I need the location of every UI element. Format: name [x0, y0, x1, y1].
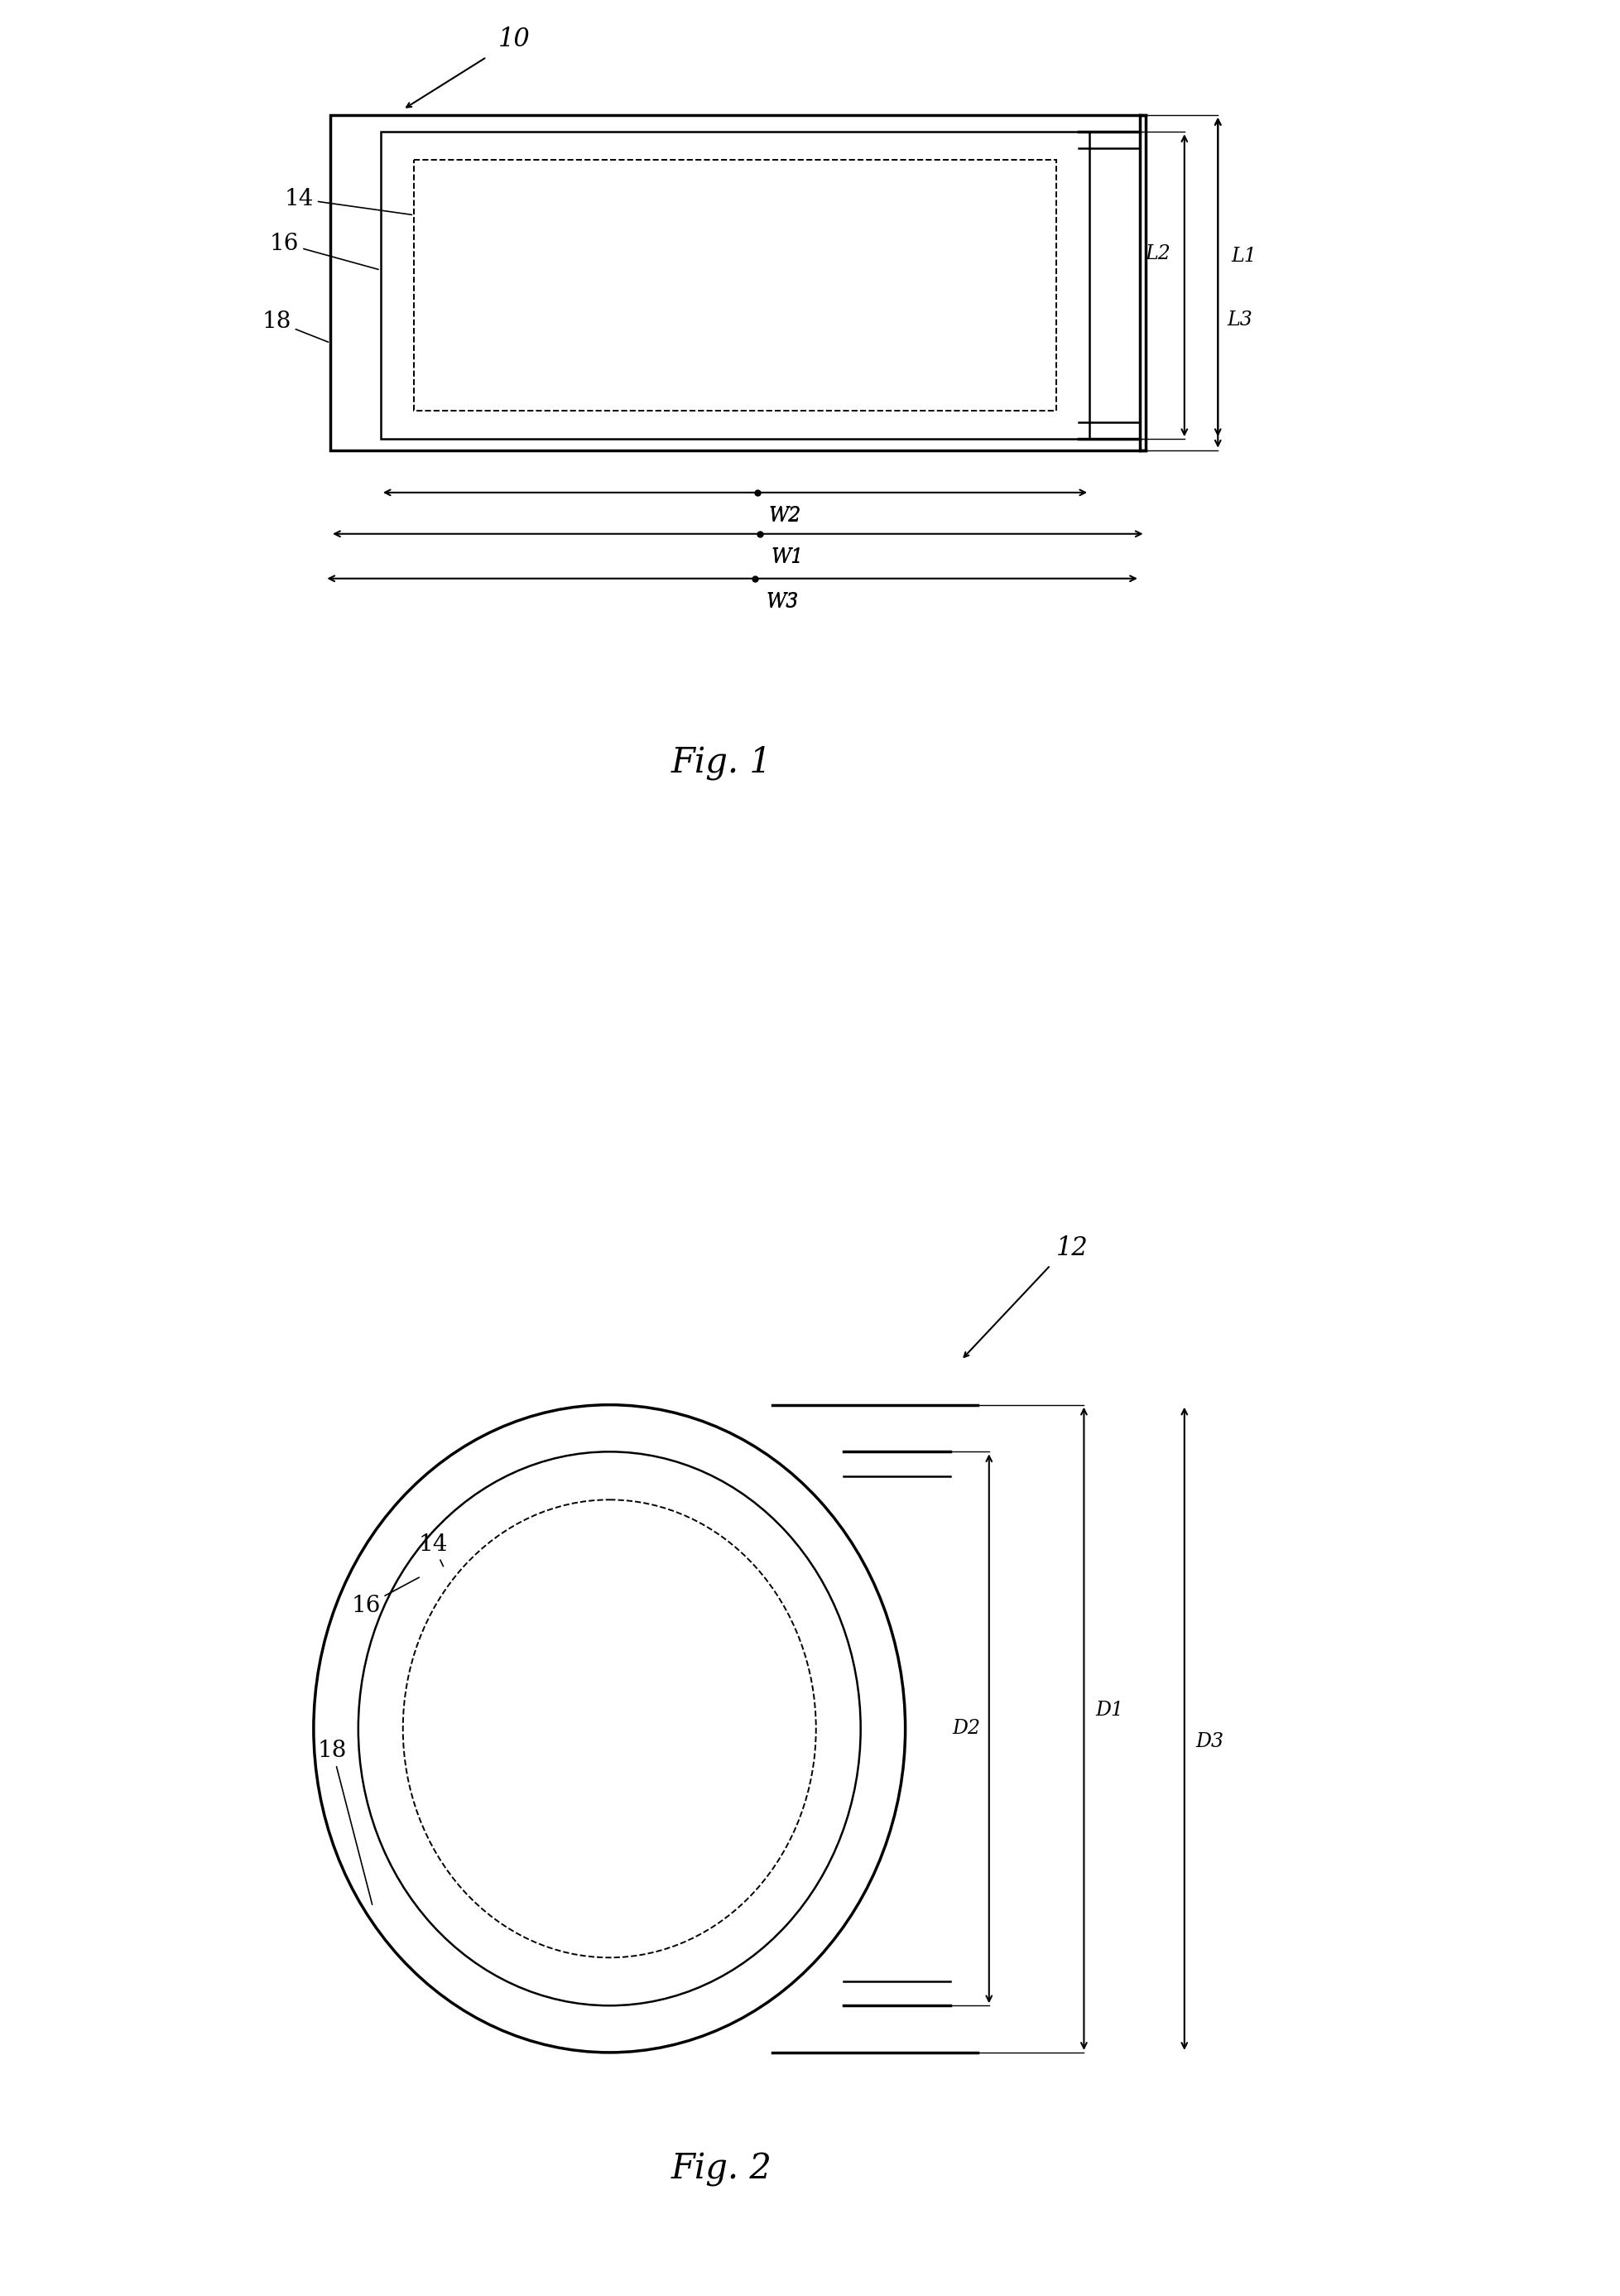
Text: D2: D2 — [951, 1720, 980, 1738]
Text: D1: D1 — [1095, 1701, 1123, 1720]
Text: D3: D3 — [1196, 1731, 1223, 1752]
Text: W3: W3 — [765, 592, 797, 611]
Text: W1: W1 — [771, 549, 804, 567]
Bar — [330, 115, 1145, 450]
Text: W3: W3 — [765, 592, 797, 613]
Text: 18: 18 — [318, 1740, 373, 1903]
Text: 16: 16 — [269, 232, 377, 269]
Text: 16: 16 — [352, 1577, 420, 1616]
Text: W2: W2 — [768, 507, 800, 526]
Text: 12: 12 — [1056, 1235, 1087, 1261]
Bar — [381, 131, 1089, 439]
Text: L1: L1 — [1231, 246, 1256, 266]
Text: 10: 10 — [497, 25, 530, 53]
Text: W2: W2 — [768, 505, 800, 526]
Text: 18: 18 — [262, 310, 329, 342]
Text: Fig. 2: Fig. 2 — [671, 2151, 771, 2188]
Bar — [413, 161, 1056, 411]
Text: Fig. 1: Fig. 1 — [671, 746, 771, 781]
Text: 14: 14 — [418, 1534, 447, 1566]
Text: W1: W1 — [771, 546, 804, 567]
Text: L2: L2 — [1145, 243, 1170, 264]
Text: 14: 14 — [283, 188, 411, 216]
Text: L3: L3 — [1226, 310, 1252, 331]
